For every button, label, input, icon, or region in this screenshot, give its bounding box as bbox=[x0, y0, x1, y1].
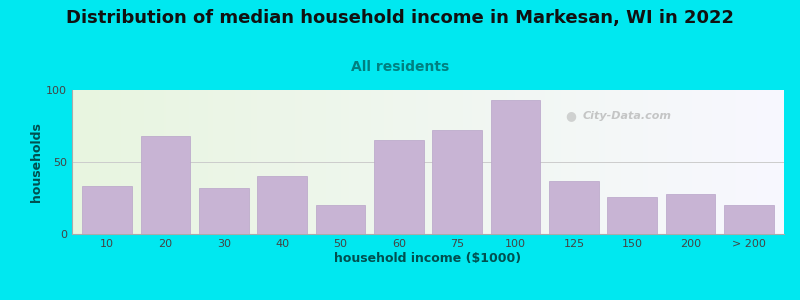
Bar bbox=[82, 187, 132, 234]
Bar bbox=[316, 205, 366, 234]
Bar bbox=[549, 181, 598, 234]
Bar bbox=[724, 205, 774, 234]
X-axis label: household income ($1000): household income ($1000) bbox=[334, 252, 522, 265]
Text: ●: ● bbox=[565, 110, 576, 122]
Bar bbox=[141, 136, 190, 234]
Y-axis label: households: households bbox=[30, 122, 43, 202]
Bar bbox=[258, 176, 307, 234]
Text: City-Data.com: City-Data.com bbox=[583, 111, 672, 121]
Bar bbox=[666, 194, 715, 234]
Text: All residents: All residents bbox=[351, 60, 449, 74]
Bar bbox=[490, 100, 540, 234]
Bar bbox=[432, 130, 482, 234]
Bar bbox=[607, 196, 657, 234]
Text: Distribution of median household income in Markesan, WI in 2022: Distribution of median household income … bbox=[66, 9, 734, 27]
Bar bbox=[199, 188, 249, 234]
Bar bbox=[374, 140, 424, 234]
